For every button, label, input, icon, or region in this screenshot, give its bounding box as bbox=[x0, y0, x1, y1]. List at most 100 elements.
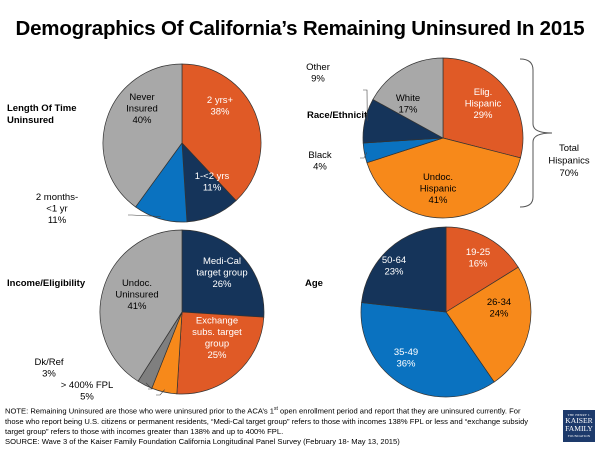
slice-label-line: 38% bbox=[210, 106, 230, 117]
slice-label-line: 2 yrs+ bbox=[207, 95, 234, 106]
logo-small-text: THE HENRY J. bbox=[567, 413, 591, 417]
annotation-line: 70% bbox=[559, 168, 579, 179]
leader-line bbox=[128, 214, 161, 217]
page-title: Demographics Of California’s Remaining U… bbox=[15, 17, 585, 40]
slice-label: 1-<2 yrs 11% bbox=[195, 171, 230, 194]
slice-label-line: 26% bbox=[212, 279, 232, 290]
hispanic-brace bbox=[519, 58, 553, 208]
slice-label-line: White bbox=[396, 93, 420, 104]
pie-slice-never-insured bbox=[102, 63, 183, 208]
annotation-line: Total bbox=[559, 143, 579, 154]
slice-label: 26-34 24% bbox=[487, 297, 511, 320]
slice-label-line: 36% bbox=[396, 358, 416, 369]
slice-label-line: group bbox=[205, 338, 229, 349]
logo-kaiser: KAISER bbox=[565, 416, 593, 425]
pie-slice-exchange-subs-target-group bbox=[176, 311, 265, 395]
slice-label-line: Black bbox=[308, 150, 331, 161]
leader-line bbox=[156, 389, 165, 396]
pie-slice-50-64 bbox=[361, 226, 447, 313]
slice-label-line: 1-<2 yrs bbox=[195, 171, 230, 182]
slice-label: Other 9% bbox=[306, 62, 330, 85]
pie-slice-medi-cal-target-group bbox=[181, 229, 265, 318]
pie-slice-undoc-hispanic bbox=[366, 137, 521, 219]
pie-slice-19-25 bbox=[445, 226, 519, 313]
slice-label-line: Medi-Cal bbox=[203, 256, 241, 267]
pie-slice-35-49 bbox=[360, 302, 495, 398]
label-line: Length Of Time bbox=[7, 103, 77, 114]
slice-label-line: 4% bbox=[313, 161, 327, 172]
pie-slice-26-34 bbox=[445, 266, 532, 383]
pie-age: 19-25 16% 26-34 24% 35-49 36% 50-64 23% bbox=[360, 226, 532, 398]
slice-label: Never Insured 40% bbox=[126, 92, 158, 126]
slice-label-line: 40% bbox=[132, 115, 152, 126]
slice-label-line: target group bbox=[196, 268, 247, 279]
pie-slice-undoc-uninsured bbox=[99, 229, 183, 382]
slice-label-line: Undoc. bbox=[423, 172, 453, 183]
slice-label-line: 24% bbox=[489, 308, 509, 319]
slice-label-line: 19-25 bbox=[466, 247, 490, 258]
slice-label-line: 29% bbox=[473, 110, 493, 121]
slice-label-line: 9% bbox=[311, 73, 325, 84]
slice-label-line: <1 yr bbox=[46, 204, 67, 215]
slice-label-line: Insured bbox=[126, 104, 158, 115]
slice-label: White 17% bbox=[396, 93, 420, 116]
slice-label-line: Hispanic bbox=[465, 99, 502, 110]
leader-line bbox=[363, 89, 368, 122]
note-sup: st bbox=[274, 406, 278, 412]
slice-label-line: 23% bbox=[384, 266, 404, 277]
label-line: Uninsured bbox=[7, 115, 54, 126]
slice-label-line: 3% bbox=[42, 368, 56, 379]
slice-label-line: subs. target bbox=[192, 327, 242, 338]
slice-label-line: 35-49 bbox=[394, 347, 418, 358]
kff-logo: THE HENRY J. KAISER FAMILY FOUNDATION bbox=[563, 410, 595, 442]
pie-race-ethnicity: Elig. Hispanic 29%Undoc. Hispanic 41%Black 4%… bbox=[306, 57, 524, 219]
slice-label-line: Hispanic bbox=[420, 184, 457, 195]
slice-label-line: Exchange bbox=[196, 315, 238, 326]
leader-line bbox=[360, 152, 368, 159]
pie-slice-2-yrs- bbox=[181, 63, 262, 202]
slice-label: 2 months-<1 yr 11% bbox=[36, 192, 78, 226]
label-age: Age bbox=[305, 278, 323, 289]
slice-label-line: 25% bbox=[207, 350, 227, 361]
slice-label-line: Elig. bbox=[474, 87, 492, 98]
pie-slice-elig-hispanic bbox=[442, 57, 524, 159]
logo-family: FAMILY bbox=[565, 424, 593, 433]
slice-label: Exchange subs. target group 25% bbox=[192, 315, 242, 361]
slice-label-line: 2 months- bbox=[36, 192, 78, 203]
note-text-cont: open enrollment period and report that t… bbox=[5, 406, 529, 436]
footnote: NOTE: Remaining Uninsured are those who … bbox=[5, 404, 540, 447]
slice-label: > 400% FPL 5% bbox=[61, 380, 114, 403]
slice-label: Undoc. Hispanic 41% bbox=[420, 172, 457, 206]
note-text: NOTE: Remaining Uninsured are those who … bbox=[5, 406, 275, 416]
slice-label-line: 5% bbox=[80, 391, 94, 402]
logo-foundation: FOUNDATION bbox=[567, 434, 591, 438]
source-text: SOURCE: Wave 3 of the Kaiser Family Foun… bbox=[5, 437, 400, 447]
pie-income-eligibility: Medi-Cal target group 26% Exchange subs. tar… bbox=[34, 229, 265, 403]
slice-label: 50-64 23% bbox=[382, 255, 406, 278]
slice-label: 35-49 36% bbox=[394, 347, 418, 370]
slice-label-line: 17% bbox=[398, 104, 418, 115]
slice-label: Dk/Ref 3% bbox=[34, 357, 63, 380]
slice-label-line: 41% bbox=[127, 301, 147, 312]
slice-label-line: 26-34 bbox=[487, 297, 511, 308]
label-income-eligibility: Income/Eligibility bbox=[7, 278, 86, 289]
slice-label-line: 11% bbox=[48, 215, 67, 226]
slice-label-line: Undoc. bbox=[122, 278, 152, 289]
slice-label-line: 11% bbox=[203, 182, 222, 193]
annotation-text: Total Hispanics 70% bbox=[548, 143, 589, 179]
slice-label-line: 41% bbox=[428, 195, 448, 206]
total-hispanics-annotation: Total Hispanics 70% bbox=[548, 143, 589, 179]
slice-label-line: 16% bbox=[468, 258, 488, 269]
slice-label-line: 50-64 bbox=[382, 255, 406, 266]
slice-label-line: > 400% FPL bbox=[61, 380, 114, 391]
leader-line bbox=[145, 382, 153, 390]
slice-label: Undoc. Uninsured 41% bbox=[115, 278, 158, 312]
slice-label: Black 4% bbox=[308, 150, 331, 173]
slice-label: 2 yrs+ 38% bbox=[207, 95, 234, 118]
pie-length-of-time: 2 yrs+ 38%1-<2 yrs 11%2 months-<1 yr 11%Nev… bbox=[36, 63, 262, 226]
slice-label-line: Uninsured bbox=[115, 290, 158, 301]
slice-label: Elig. Hispanic 29% bbox=[465, 87, 502, 121]
slice-label-line: Dk/Ref bbox=[34, 357, 63, 368]
slice-label: Medi-Cal target group 26% bbox=[196, 256, 247, 290]
